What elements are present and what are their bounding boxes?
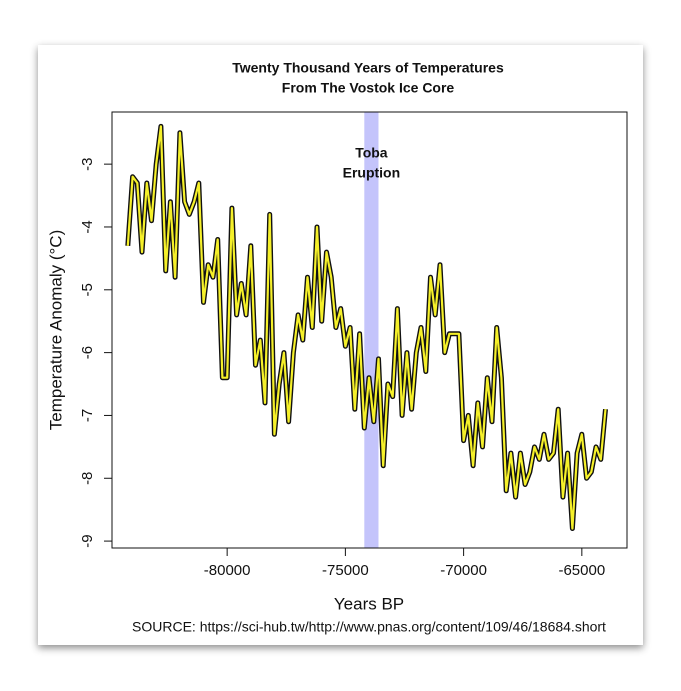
y-tick-label: -8 xyxy=(79,472,96,485)
x-tick-label: -75000 xyxy=(322,562,369,579)
annotation: Eruption xyxy=(343,165,401,181)
line xyxy=(126,125,607,530)
x-tick-label: -70000 xyxy=(440,562,487,579)
y-tick-label: -6 xyxy=(79,346,96,359)
y-tick-label: -3 xyxy=(79,157,96,170)
y-axis-label: Temperature Anomaly (°C) xyxy=(46,230,65,430)
y-tick-label: -4 xyxy=(79,220,96,233)
chart-subtitle: From The Vostok Ice Core xyxy=(282,80,455,96)
y-tick-label: -5 xyxy=(79,283,96,296)
source-note: SOURCE: https://sci-hub.tw/http://www.pn… xyxy=(132,619,606,635)
eruption-band xyxy=(364,112,379,548)
plot-frame xyxy=(111,111,628,549)
card xyxy=(38,45,643,645)
chart-title: Twenty Thousand Years of Temperatures xyxy=(232,60,504,76)
x-tick-label: -80000 xyxy=(204,562,251,579)
annotation: Toba xyxy=(355,145,388,161)
y-tick-label: -9 xyxy=(79,534,96,547)
x-axis-label: Years BP xyxy=(334,594,404,613)
y-tick-label: -7 xyxy=(79,409,96,422)
x-tick-label: -65000 xyxy=(558,562,605,579)
